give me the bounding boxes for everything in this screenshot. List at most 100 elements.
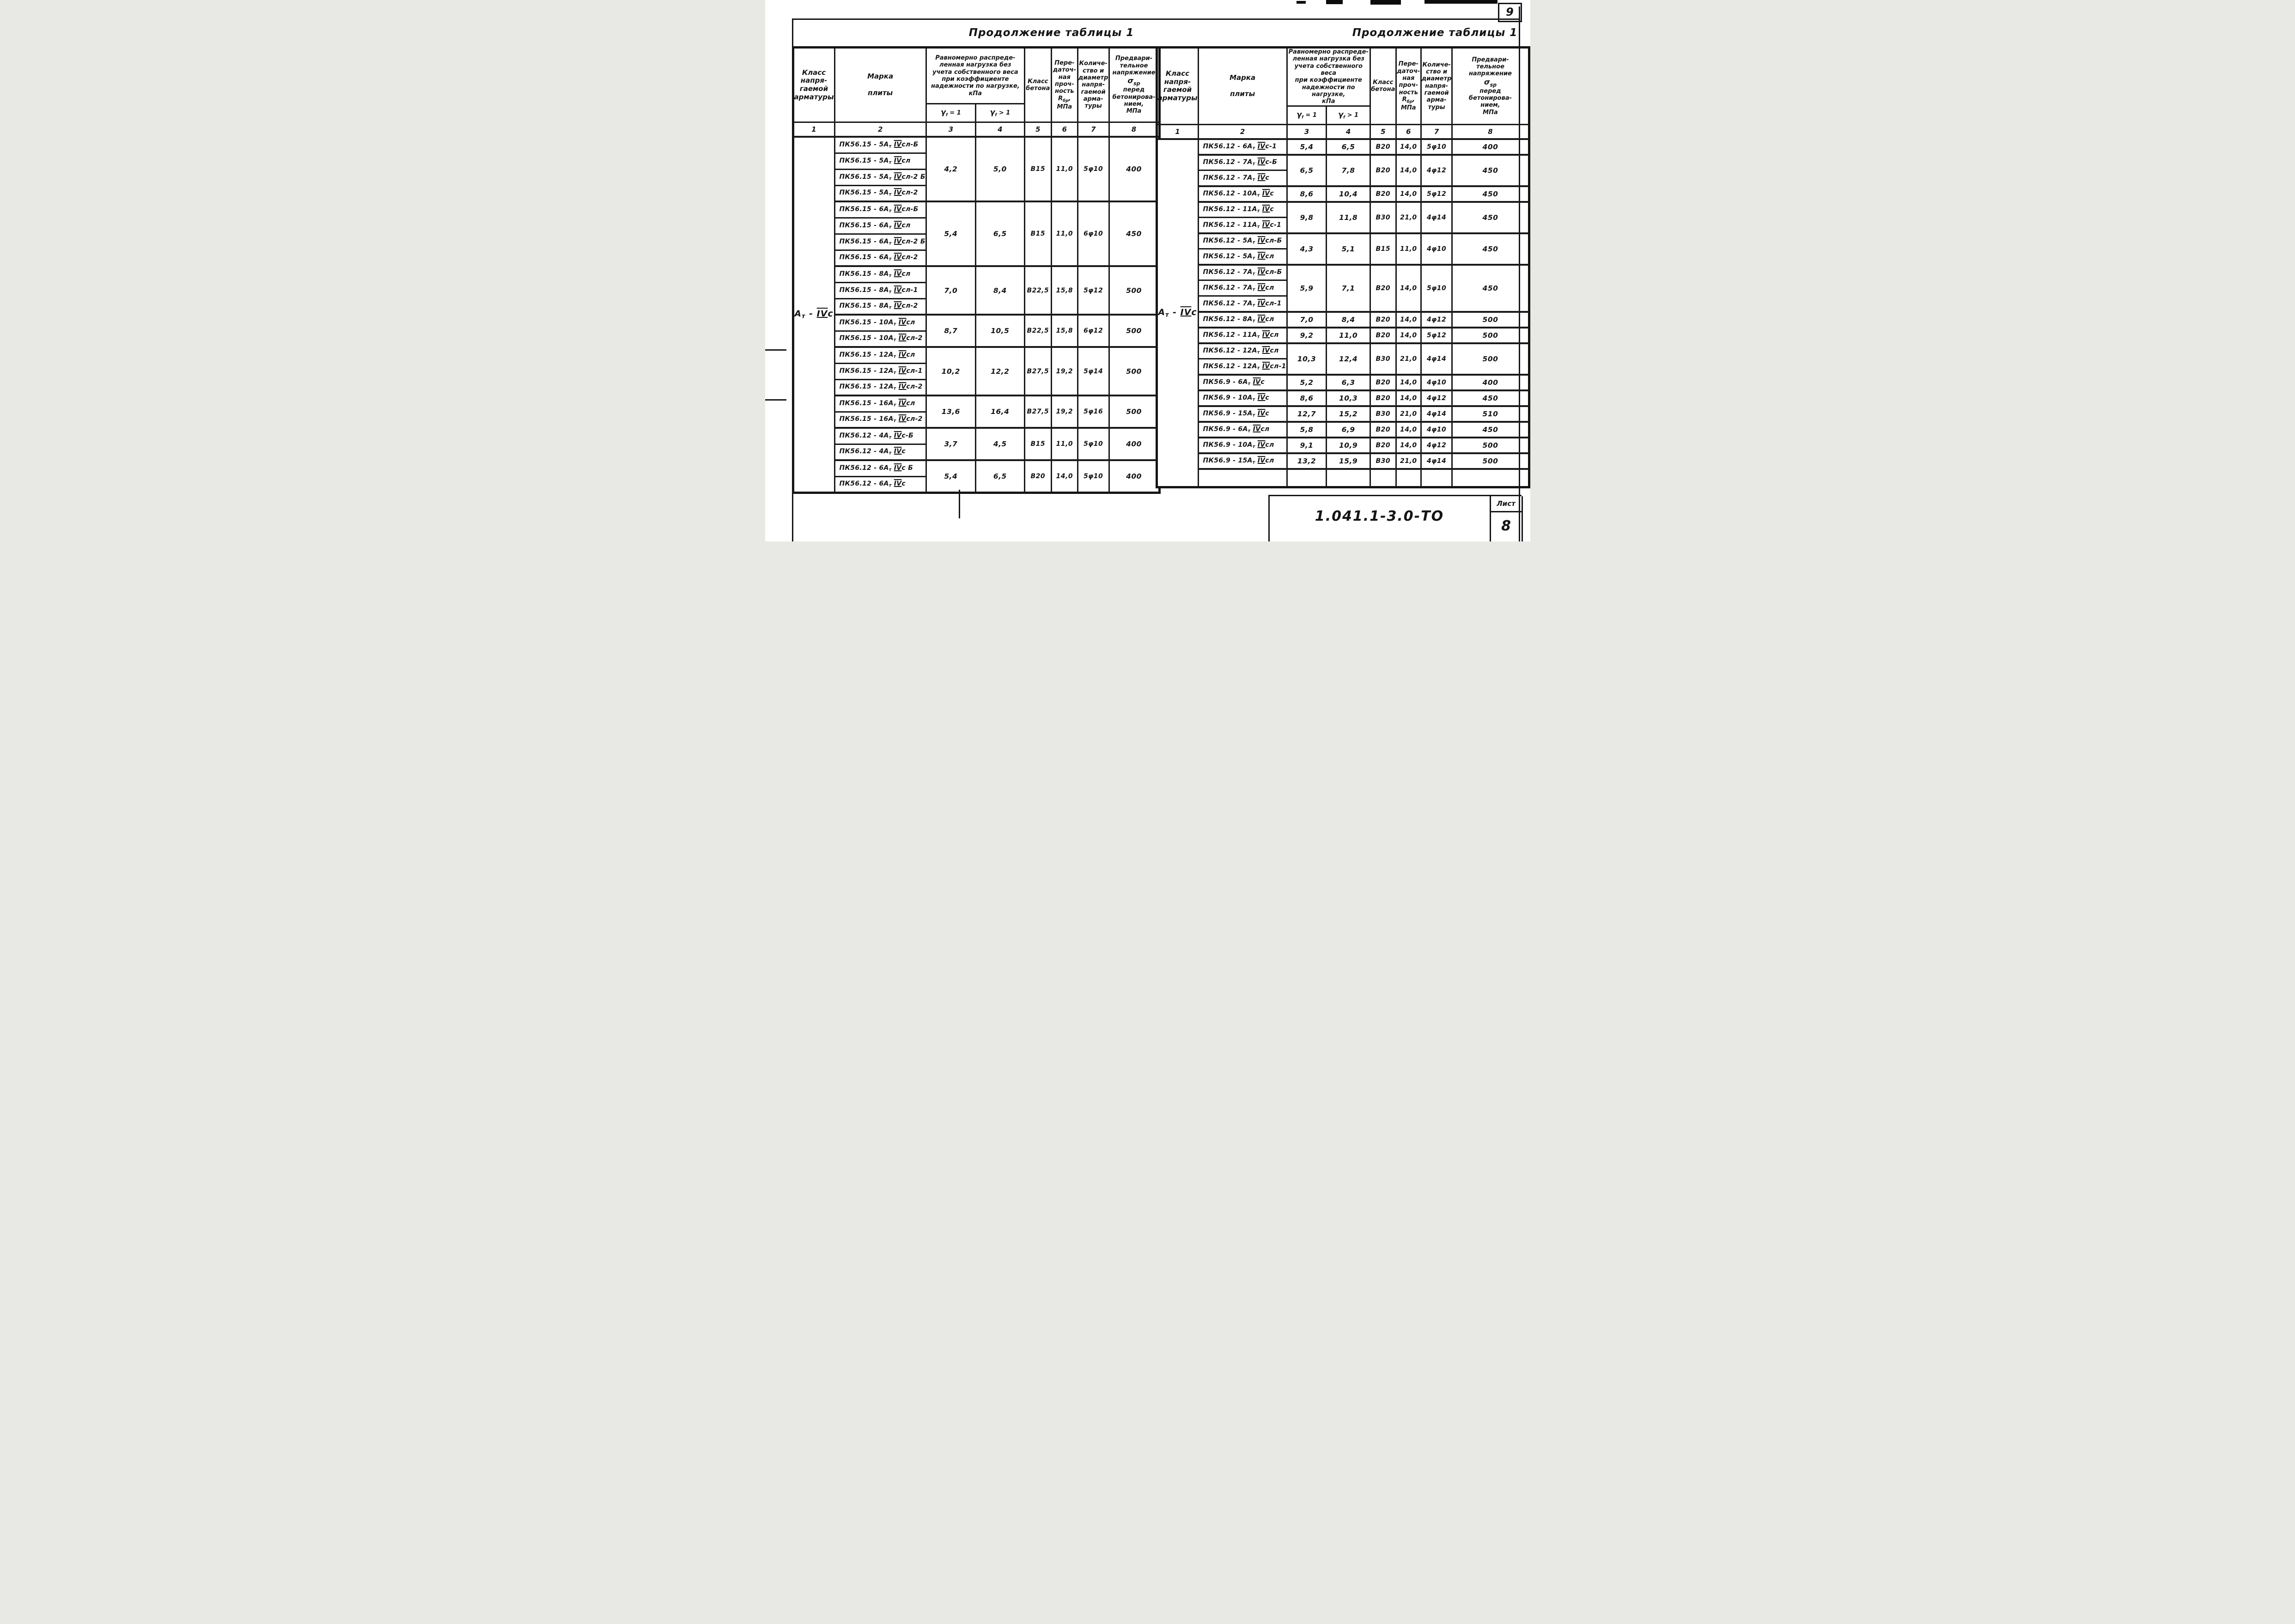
column-number-cell: 5 <box>1369 123 1397 140</box>
load-gf-cell: 11,8 <box>1326 201 1371 234</box>
reinforcement-cell: 5φ10 <box>1077 136 1110 202</box>
plate-mark-cell: ПК56.15 - 5Ат IVсл <box>834 152 927 170</box>
plate-mark-cell: ПК56.15 - 6Ат IVсл <box>834 217 927 235</box>
table-row: ПК56.9 - 15Ат IVсл 13,2 15,9 В30 21,0 4φ14 500 <box>1157 452 1530 470</box>
reinforcement-cell: 4φ14 <box>1420 201 1453 234</box>
concrete-class-cell: В22,5 <box>1023 265 1052 316</box>
table-row: ПК56.15 - 10Ат IVсл 8,7 10,5 В22,5 15,8 6φ12 5… <box>793 314 1160 348</box>
prestress-cell: 450 <box>1451 185 1530 203</box>
load-gf-cell <box>1326 468 1371 488</box>
table-row: ПК56.9 - 10Ат IVс 8,6 10,3 В20 14,0 4φ12 450 <box>1157 389 1530 407</box>
column-number-cell: 1 <box>1156 123 1199 140</box>
transfer-strength-cell: 21,0 <box>1395 201 1422 234</box>
concrete-class-cell: В30 <box>1369 342 1397 376</box>
concrete-class-cell: В20 <box>1369 420 1397 438</box>
load-gf-cell: 15,9 <box>1326 452 1371 470</box>
header-prestress: Предвари- тельное напряжение σsp перед бет… <box>1108 47 1160 123</box>
load-gf1-cell: 7,0 <box>925 265 976 316</box>
transfer-strength-cell: 11,0 <box>1050 136 1078 202</box>
header-gamma-gt-1: γf > 1 <box>974 103 1025 123</box>
table-row: ПК56.15 - 16Ат IVсл-2 <box>793 411 1159 429</box>
transfer-strength-cell: 14,0 <box>1395 389 1422 407</box>
plate-mark-cell: ПК56.15 - 10Ат IVсл-2 <box>834 330 927 348</box>
plate-mark-cell: ПК56.12 - 7Ат IVс <box>1197 170 1288 187</box>
plate-mark-cell: ПК56.12 - 6Ат IVс <box>834 475 927 493</box>
load-gf1-cell: 10,3 <box>1286 342 1327 376</box>
table-row: ПК56.15 - 8Ат IVсл-2 <box>793 298 1159 316</box>
header-prestress-text: Предвари- тельное напряжение <box>1468 56 1512 78</box>
column-number-cell: 6 <box>1395 123 1422 140</box>
scan-artifact <box>1326 0 1343 4</box>
table-row: ПК56.15 - 6Ат IVсл <box>793 217 1159 235</box>
load-gf1-cell: 5,8 <box>1286 420 1327 438</box>
plate-mark-cell: ПК56.12 - 12Ат IVсл <box>1197 342 1288 360</box>
load-gf-cell: 7,1 <box>1326 263 1371 313</box>
plate-mark-cell: ПК56.12 - 12Ат IVсл-1 <box>1197 358 1288 376</box>
plate-mark-cell: ПК56.12 - 11Ат IVс-1 <box>1197 217 1288 234</box>
table-row: ПК56.12 - 12Ат IVсл 10,3 12,4 В30 21,0 4φ14 50… <box>1157 342 1530 376</box>
reinforcement-cell: 5φ12 <box>1077 265 1110 316</box>
reinforcement-cell: 4φ10 <box>1420 420 1453 438</box>
prestress-cell: 400 <box>1108 459 1160 493</box>
load-gf1-cell: 5,4 <box>925 201 976 267</box>
load-gf1-cell <box>1286 468 1327 488</box>
reinforcement-cell: 5φ10 <box>1077 459 1110 493</box>
reinforcement-cell: 6φ12 <box>1077 314 1110 348</box>
concrete-class-cell: В30 <box>1369 201 1397 234</box>
reinforcement-cell: 4φ14 <box>1420 405 1453 423</box>
plate-mark-cell: ПК56.12 - 7Ат IVсл <box>1197 280 1288 297</box>
load-gf-cell: 10,4 <box>1326 185 1371 203</box>
table-row: ПК56.15 - 5Ат IVсл <box>793 152 1159 170</box>
margin-tick <box>765 349 786 351</box>
load-gf-cell: 10,9 <box>1326 436 1371 454</box>
transfer-strength-cell: 14,0 <box>1395 310 1422 328</box>
load-gf-cell: 11,0 <box>1326 326 1371 344</box>
prestress-cell: 450 <box>1451 389 1530 407</box>
table-row: ПК56.12 - 11Ат IVс-1 <box>1157 217 1529 234</box>
concrete-class-cell: В30 <box>1369 452 1397 470</box>
reinforcement-cell: 4φ12 <box>1420 310 1453 328</box>
load-gf-cell: 16,4 <box>974 395 1025 429</box>
header-concrete-class: Класс бетона <box>1369 47 1397 125</box>
scan-artifact <box>1296 1 1306 4</box>
title-block: 1.041.1-3.0-ТО Лист 8 <box>1268 495 1523 541</box>
prestress-cell: 400 <box>1451 138 1530 156</box>
transfer-strength-cell: 11,0 <box>1050 427 1078 461</box>
load-gf1-cell: 8,6 <box>1286 389 1327 407</box>
load-gf1-cell: 5,9 <box>1286 263 1327 313</box>
concrete-class-cell: В20 <box>1369 185 1397 203</box>
header-armature-class: Класс напря- гаемой арматуры <box>792 47 835 123</box>
column-number-cell: 7 <box>1077 122 1110 138</box>
column-number-cell: 5 <box>1023 122 1052 138</box>
prestress-cell: 500 <box>1108 314 1160 348</box>
plate-mark-cell <box>1197 468 1288 488</box>
table-row: ПК56.12 - 8Ат IVсл 7,0 8,4 В20 14,0 4φ12 500 <box>1157 310 1530 328</box>
load-gf1-cell: 4,3 <box>1286 232 1327 266</box>
table-row: ПК56.12 - 7Ат IVсл-1 <box>1157 295 1529 313</box>
concrete-class-cell: В20 <box>1369 138 1397 156</box>
reinforcement-cell: 4φ12 <box>1420 436 1453 454</box>
load-gf1-cell: 5,4 <box>1286 138 1327 156</box>
table-row: ПК56.12 - 10Ат IVс 8,6 10,4 В20 14,0 5φ12 450 <box>1157 185 1530 203</box>
prestress-cell: 450 <box>1451 263 1530 313</box>
plate-mark-cell: ПК56.15 - 12Ат IVсл-1 <box>834 362 927 380</box>
plate-mark-cell: ПК56.12 - 7Ат IVсл-Б <box>1197 263 1288 281</box>
header-concrete-class: Класс бетона <box>1023 47 1052 123</box>
header-transfer-strength: Пере- даточ- ная проч- ность Rбр, МПа <box>1395 47 1422 125</box>
plate-mark-cell: ПК56.15 - 8Ат IVсл-1 <box>834 281 927 299</box>
prestress-cell: 500 <box>1108 395 1160 429</box>
column-number-cell: 6 <box>1050 122 1078 138</box>
column-number-cell: 2 <box>1197 123 1288 140</box>
concrete-class-cell: В15 <box>1369 232 1397 266</box>
transfer-strength-cell: 15,8 <box>1050 314 1078 348</box>
plate-mark-cell: ПК56.12 - 7Ат IVс-Б <box>1197 153 1288 171</box>
reinforcement-cell: 4φ14 <box>1420 342 1453 376</box>
table-row: ПК56.9 - 15Ат IVс 12,7 15,2 В30 21,0 4φ14 510 <box>1157 405 1530 423</box>
load-gf-cell: 10,3 <box>1326 389 1371 407</box>
transfer-strength-cell: 15,8 <box>1050 265 1078 316</box>
table-row: ПК56.12 - 6Ат IVс Б 5,4 6,5 В20 14,0 5φ10 400 <box>793 459 1160 493</box>
prestress-cell: 500 <box>1451 436 1530 454</box>
load-gf-cell: 6,5 <box>1326 138 1371 156</box>
load-gf-cell: 6,9 <box>1326 420 1371 438</box>
transfer-strength-cell: 21,0 <box>1395 342 1422 376</box>
